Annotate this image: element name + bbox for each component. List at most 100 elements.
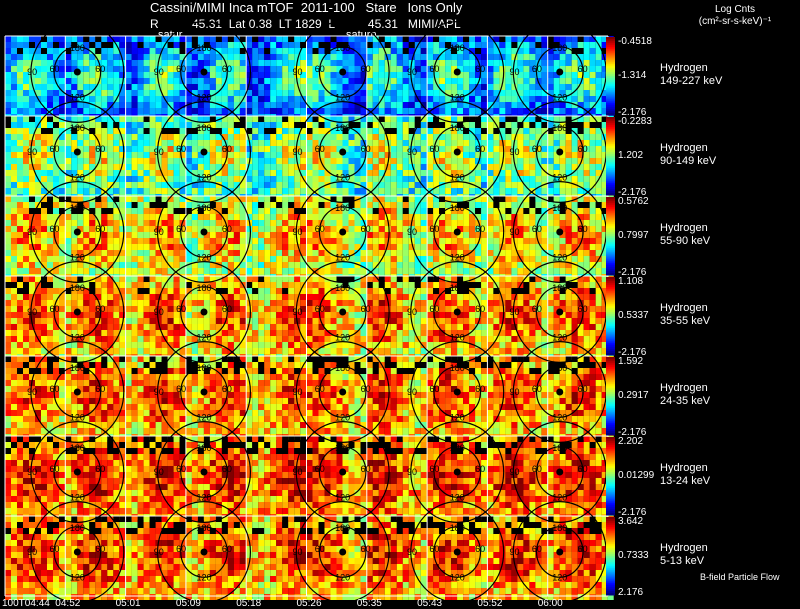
heatmap-cell	[294, 128, 301, 134]
heatmap-cell	[59, 306, 65, 312]
heatmap-cell	[414, 220, 421, 226]
heatmap-cell	[35, 102, 41, 108]
heatmap-cell	[59, 324, 65, 330]
heatmap-cell	[595, 66, 602, 72]
heatmap-cell	[167, 294, 174, 300]
heatmap-cell	[583, 158, 590, 164]
heatmap-cell	[252, 36, 259, 42]
heatmap-cell	[541, 188, 548, 194]
heatmap-cell	[209, 256, 216, 262]
heatmap-cell	[402, 170, 409, 176]
heatmap-cell	[89, 196, 96, 202]
heatmap-cell	[215, 66, 222, 72]
heatmap-cell	[11, 116, 17, 122]
heatmap-cell	[5, 72, 11, 78]
heatmap-cell	[53, 312, 59, 318]
heatmap-cell	[451, 244, 458, 250]
heatmap-cell	[23, 78, 29, 84]
heatmap-cell	[185, 256, 192, 262]
heatmap-cell	[475, 244, 482, 250]
heatmap-cell	[221, 232, 228, 238]
heatmap-cell	[83, 300, 90, 306]
heatmap-cell	[481, 256, 488, 262]
heatmap-cell	[547, 250, 554, 256]
heatmap-cell	[523, 208, 530, 214]
heatmap-cell	[23, 134, 29, 140]
heatmap-cell	[77, 276, 84, 282]
heatmap-cell	[239, 48, 246, 54]
heatmap-cell	[457, 238, 464, 244]
heatmap-cell	[233, 54, 240, 60]
heatmap-cell	[288, 122, 295, 128]
heatmap-cell	[149, 176, 156, 182]
heatmap-cell	[288, 244, 295, 250]
heatmap-cell	[433, 232, 440, 238]
heatmap-cell	[47, 158, 53, 164]
heatmap-cell	[294, 72, 301, 78]
heatmap-cell	[95, 288, 102, 294]
heatmap-cell	[595, 226, 602, 232]
heatmap-cell	[155, 90, 162, 96]
heatmap-cell	[457, 54, 464, 60]
heatmap-cell	[288, 188, 295, 194]
heatmap-cell	[143, 102, 150, 108]
heatmap-cell	[29, 348, 35, 354]
heatmap-cell	[264, 268, 271, 274]
heatmap-cell	[35, 60, 41, 66]
heatmap-cell	[336, 72, 343, 78]
heatmap-cell	[336, 170, 343, 176]
heatmap-cell	[583, 96, 590, 102]
heatmap-cell	[71, 244, 78, 250]
heatmap-cell	[149, 250, 156, 256]
heatmap-cell	[348, 202, 355, 208]
heatmap-cell	[149, 158, 156, 164]
heatmap-cell	[5, 188, 11, 194]
heatmap-cell	[402, 214, 409, 220]
heatmap-cell	[342, 84, 349, 90]
heatmap-cell	[366, 214, 373, 220]
heatmap-cell	[5, 36, 11, 42]
heatmap-cell	[59, 196, 65, 202]
heatmap-cell	[95, 170, 102, 176]
heatmap-cell	[276, 84, 283, 90]
heatmap-cell	[439, 108, 446, 114]
heatmap-cell	[258, 214, 265, 220]
heatmap-cell	[137, 170, 144, 176]
heatmap-cell	[246, 176, 253, 182]
heatmap-cell	[11, 300, 17, 306]
heatmap-cell	[463, 164, 470, 170]
heatmap-cell	[601, 48, 608, 54]
heatmap-cell	[571, 158, 578, 164]
heatmap-cell	[149, 202, 156, 208]
heatmap-cell	[511, 42, 518, 48]
heatmap-cell	[113, 208, 120, 214]
heatmap-cell	[227, 128, 234, 134]
heatmap-cell	[402, 66, 409, 72]
heatmap-cell	[577, 66, 584, 72]
heatmap-cell	[583, 60, 590, 66]
heatmap-cell	[29, 90, 35, 96]
heatmap-cell	[246, 54, 253, 60]
heatmap-cell	[390, 60, 397, 66]
heatmap-cell	[173, 122, 180, 128]
heatmap-cell	[402, 220, 409, 226]
heatmap-cell	[143, 146, 150, 152]
heatmap-cell	[282, 182, 289, 188]
heatmap-cell	[288, 176, 295, 182]
heatmap-cell	[101, 256, 108, 262]
heatmap-cell	[197, 66, 204, 72]
heatmap-cell	[517, 116, 524, 122]
heatmap-cell	[173, 54, 180, 60]
heatmap-cell	[402, 226, 409, 232]
heatmap-cell	[420, 164, 427, 170]
heatmap-cell	[451, 54, 458, 60]
heatmap-cell	[41, 116, 47, 122]
heatmap-cell	[505, 170, 512, 176]
heatmap-cell	[408, 164, 415, 170]
heatmap-cell	[571, 262, 578, 268]
heatmap-cell	[336, 176, 343, 182]
heatmap-cell	[47, 250, 53, 256]
heatmap-cell	[131, 152, 138, 158]
heatmap-cell	[396, 256, 403, 262]
heatmap-cell	[282, 102, 289, 108]
